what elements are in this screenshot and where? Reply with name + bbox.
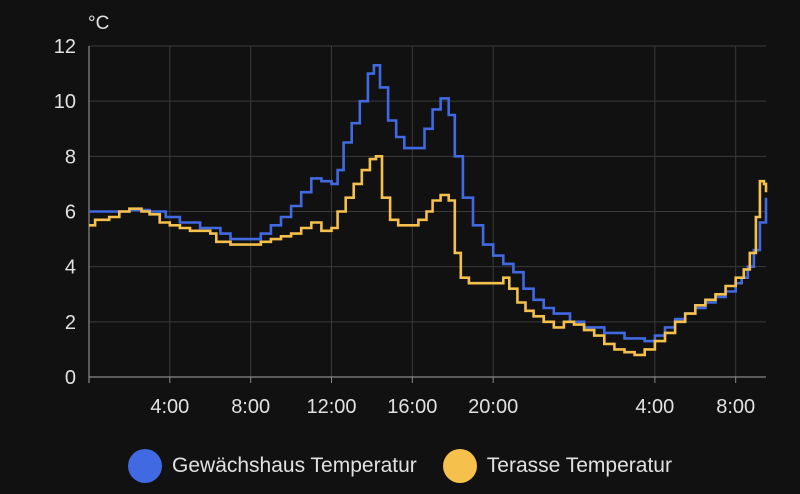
x-tick-label: 4:00 <box>150 396 189 418</box>
y-axis-unit: °C <box>88 13 109 34</box>
y-tick-label: 0 <box>65 367 76 389</box>
x-tick-label: 4:00 <box>635 396 674 418</box>
legend-item-gewaechshaus[interactable]: Gewächshaus Temperatur <box>128 449 417 483</box>
x-tick-label: 12:00 <box>306 396 356 418</box>
y-tick-label: 10 <box>54 91 76 113</box>
y-tick-label: 8 <box>65 146 76 168</box>
series-line-0 <box>89 64 768 343</box>
x-tick-label: 20:00 <box>468 396 518 418</box>
legend-swatch-gewaechshaus <box>128 449 163 483</box>
y-tick-label: 12 <box>54 36 76 58</box>
y-tick-label: 2 <box>65 312 76 334</box>
legend-swatch-terasse <box>442 449 477 483</box>
legend: Gewächshaus Temperatur Terasse Temperatu… <box>0 438 800 494</box>
series-line-1 <box>89 155 768 357</box>
series-layer <box>89 64 768 357</box>
y-tick-label: 6 <box>65 202 76 224</box>
x-tick-label: 8:00 <box>716 396 755 418</box>
x-tick-label: 8:00 <box>231 396 270 418</box>
legend-label-terasse: Terasse Temperatur <box>486 454 672 477</box>
legend-label-gewaechshaus: Gewächshaus Temperatur <box>172 454 417 477</box>
x-axis-ticks: 4:00 8:00 12:00 16:00 20:00 4:00 8:00 <box>150 377 755 418</box>
legend-item-terasse[interactable]: Terasse Temperatur <box>442 449 672 483</box>
grid <box>88 45 766 383</box>
x-tick-label: 16:00 <box>387 396 437 418</box>
y-axis-ticks: 0 2 4 6 8 10 12 <box>54 36 76 389</box>
y-tick-label: 4 <box>65 257 76 279</box>
